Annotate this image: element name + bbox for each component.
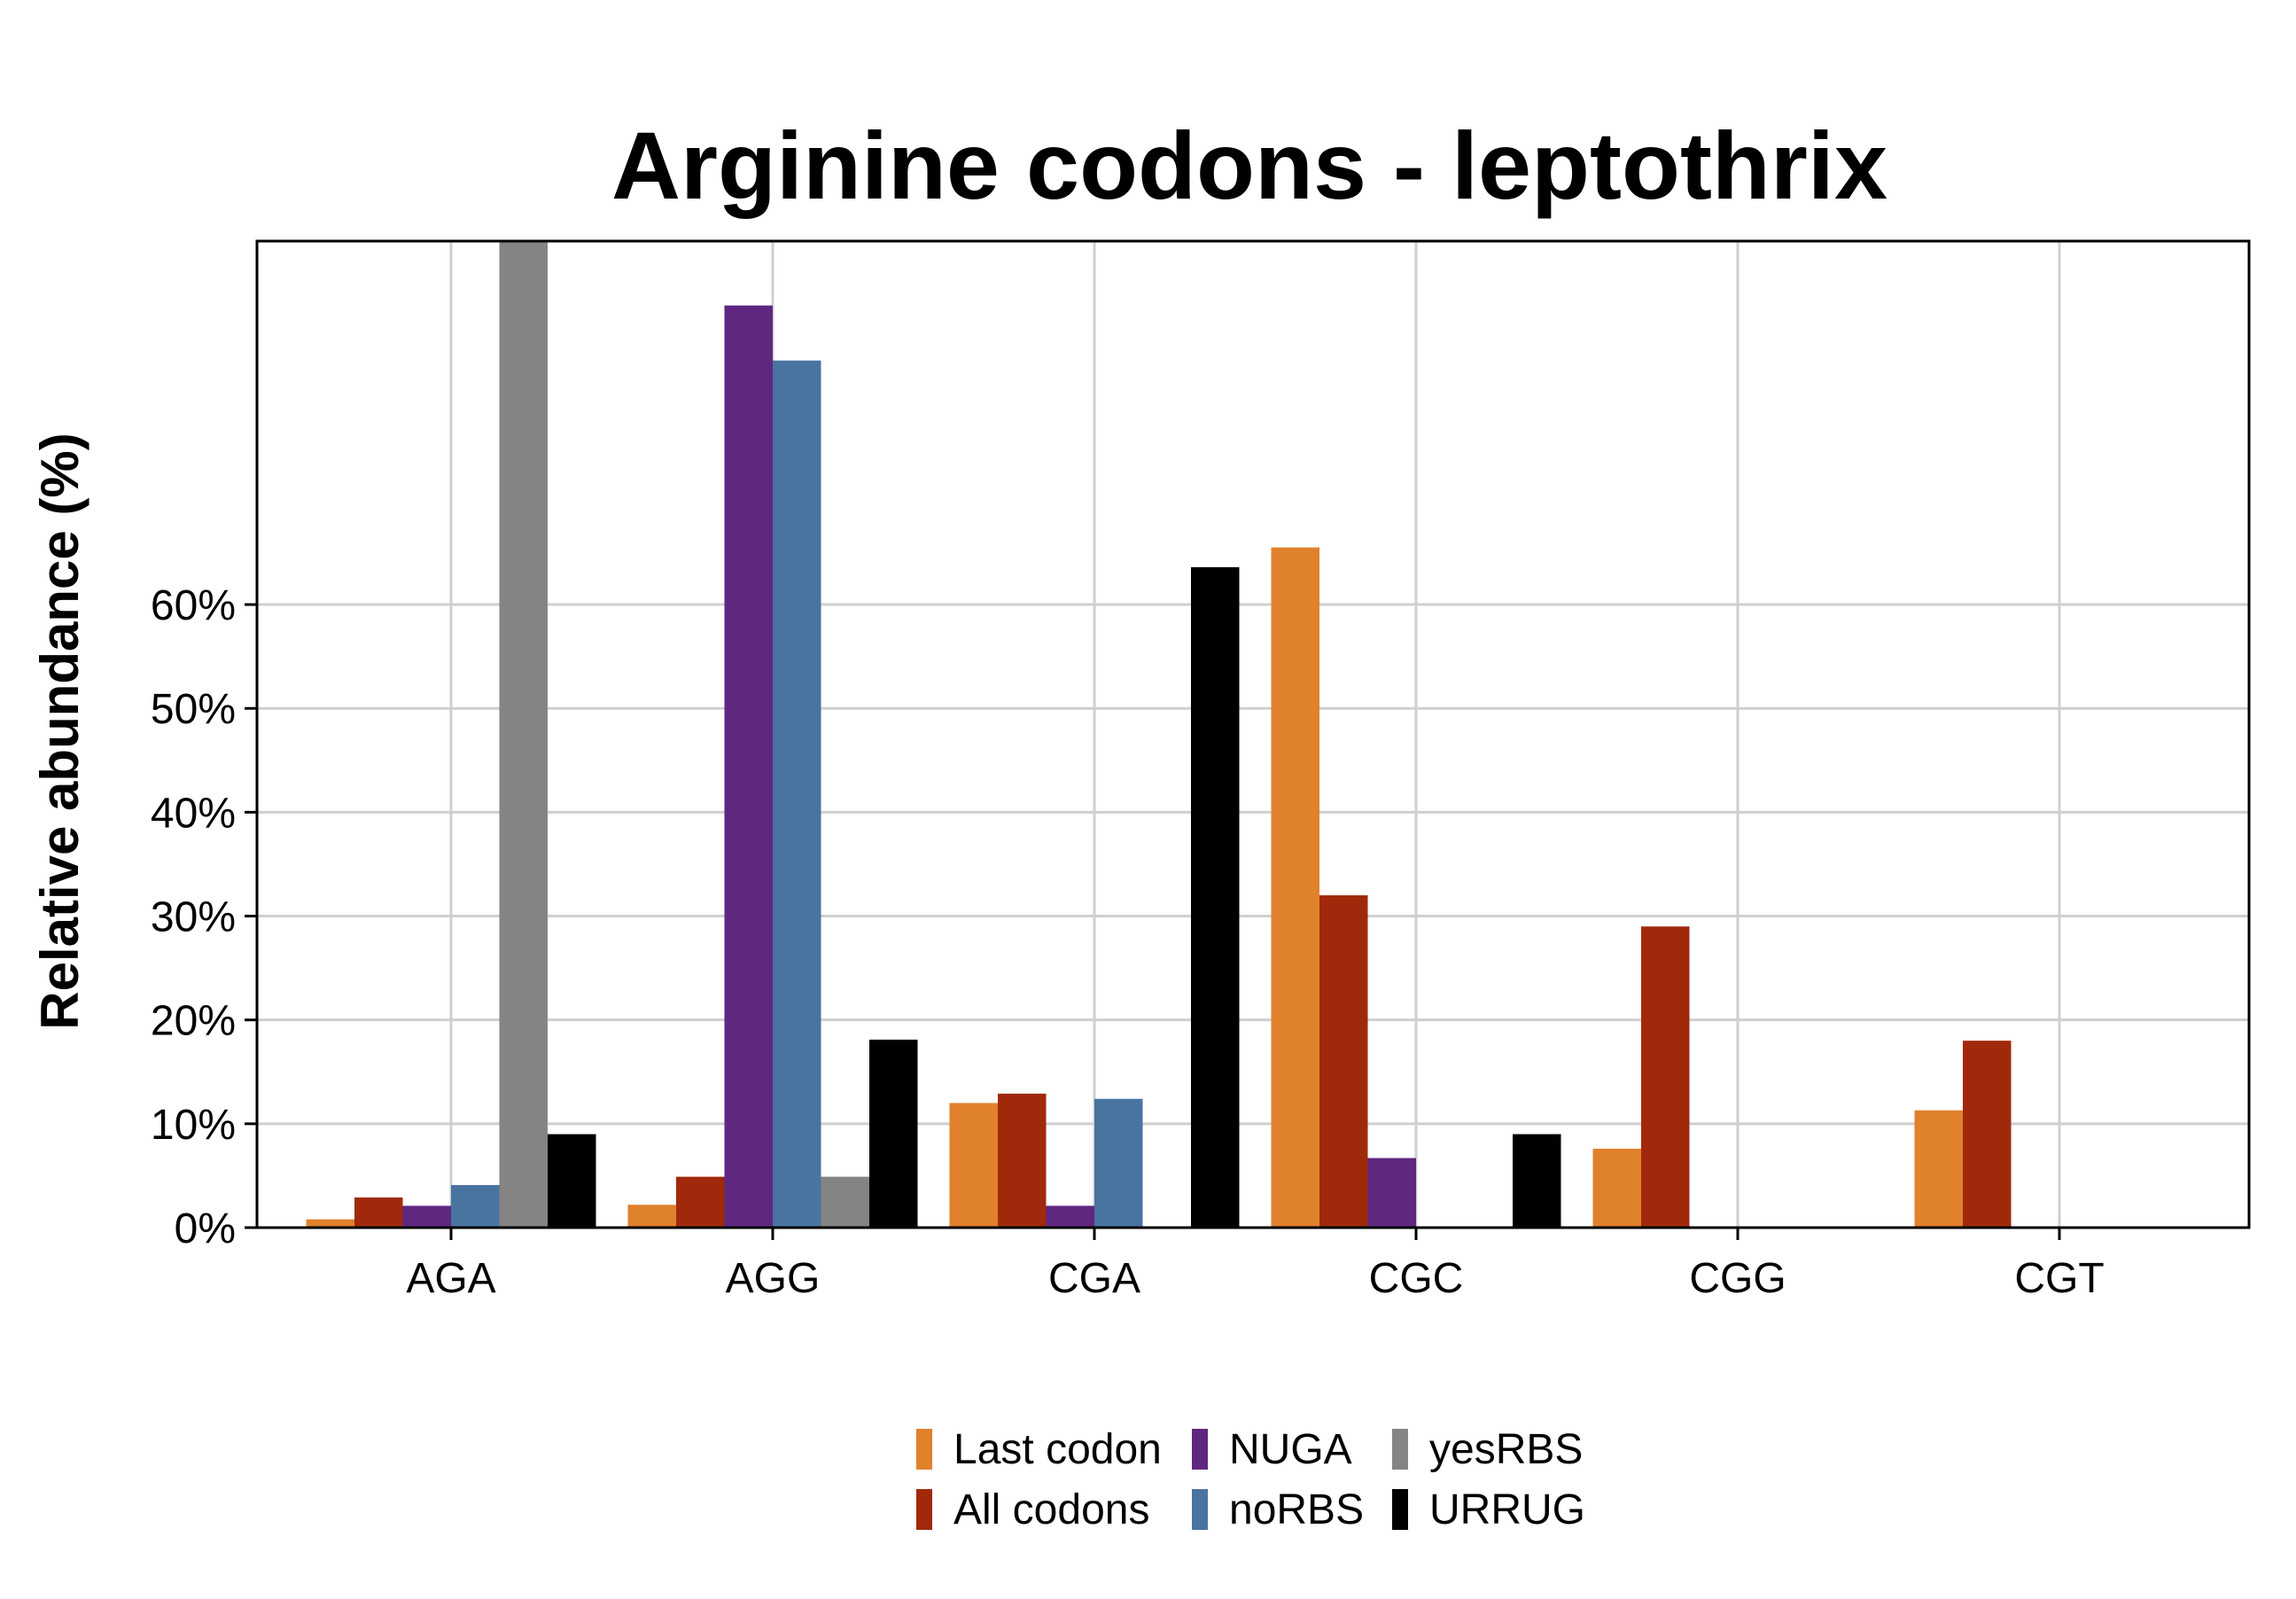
bar-AGG-urrug xyxy=(869,1039,918,1228)
bar-CGT-all-codons xyxy=(1963,1041,2012,1228)
y-tick-label: 50% xyxy=(151,686,236,733)
bar-AGA-yesrbs xyxy=(499,241,548,1228)
legend-label: Last codon xyxy=(953,1426,1162,1473)
x-tick-label: AGA xyxy=(406,1255,495,1302)
bar-AGA-nuga xyxy=(402,1205,451,1228)
legend-label: NUGA xyxy=(1229,1426,1352,1473)
bar-AGG-all-codons xyxy=(676,1176,725,1228)
bar-CGG-last-codon xyxy=(1592,1148,1641,1228)
y-axis-ticks: 0% 10% 20% 30% 40% 50% 60% xyxy=(151,582,257,1252)
y-tick-label: 20% xyxy=(151,998,236,1045)
bar-AGG-norbs xyxy=(773,360,821,1228)
legend-swatch xyxy=(916,1429,932,1470)
legend: Last codon All codons NUGA noRBS yesRBS URRUG xyxy=(916,1426,1585,1533)
bar-CGT-last-codon xyxy=(1914,1110,1963,1228)
bar-CGC-last-codon xyxy=(1271,547,1319,1228)
bar-AGG-yesrbs xyxy=(821,1176,869,1228)
bar-CGC-urrug xyxy=(1513,1134,1561,1228)
bar-AGA-all-codons xyxy=(354,1197,403,1228)
x-tick-label: CGT xyxy=(2014,1255,2104,1302)
legend-swatch xyxy=(916,1489,932,1530)
bar-AGA-norbs xyxy=(451,1184,500,1228)
gridlines xyxy=(257,241,2249,1229)
plot-frame xyxy=(255,239,2251,1229)
bar-CGA-nuga xyxy=(1046,1205,1094,1228)
y-axis-label: Relative abundance (%) xyxy=(30,433,90,1030)
y-tick-label: 40% xyxy=(151,790,236,837)
bar-CGC-nuga xyxy=(1367,1158,1416,1228)
bar-CGA-norbs xyxy=(1094,1098,1143,1228)
legend-label: All codons xyxy=(953,1486,1149,1533)
bars xyxy=(306,241,2012,1228)
legend-swatch xyxy=(1392,1489,1408,1530)
bar-AGA-urrug xyxy=(548,1134,596,1228)
y-tick-label: 10% xyxy=(151,1102,236,1149)
chart-title: Arginine codons - leptothrix xyxy=(611,112,1887,219)
y-tick-label: 30% xyxy=(151,894,236,941)
bar-CGA-last-codon xyxy=(949,1103,998,1228)
y-tick-label: 0% xyxy=(175,1205,236,1252)
bar-AGG-last-codon xyxy=(627,1205,676,1228)
x-tick-label: CGA xyxy=(1048,1255,1140,1302)
legend-swatch xyxy=(1192,1429,1208,1470)
x-tick-label: CGC xyxy=(1369,1255,1464,1302)
bar-CGA-urrug xyxy=(1191,566,1240,1228)
bar-AGG-nuga xyxy=(724,305,773,1228)
x-tick-label: AGG xyxy=(726,1255,821,1302)
legend-label: yesRBS xyxy=(1429,1426,1583,1473)
bar-AGA-last-codon xyxy=(306,1219,354,1228)
y-tick-label: 60% xyxy=(151,582,236,629)
x-axis-ticks: AGA AGG CGA CGC CGG CGT xyxy=(406,1228,2105,1302)
bar-CGG-all-codons xyxy=(1641,926,1690,1228)
x-tick-label: CGG xyxy=(1689,1255,1786,1302)
legend-label: noRBS xyxy=(1229,1486,1364,1533)
bar-CGC-all-codons xyxy=(1319,895,1368,1228)
legend-swatch xyxy=(1392,1429,1408,1470)
legend-label: URRUG xyxy=(1429,1486,1585,1533)
bar-CGA-all-codons xyxy=(998,1093,1047,1228)
legend-swatch xyxy=(1192,1489,1208,1530)
